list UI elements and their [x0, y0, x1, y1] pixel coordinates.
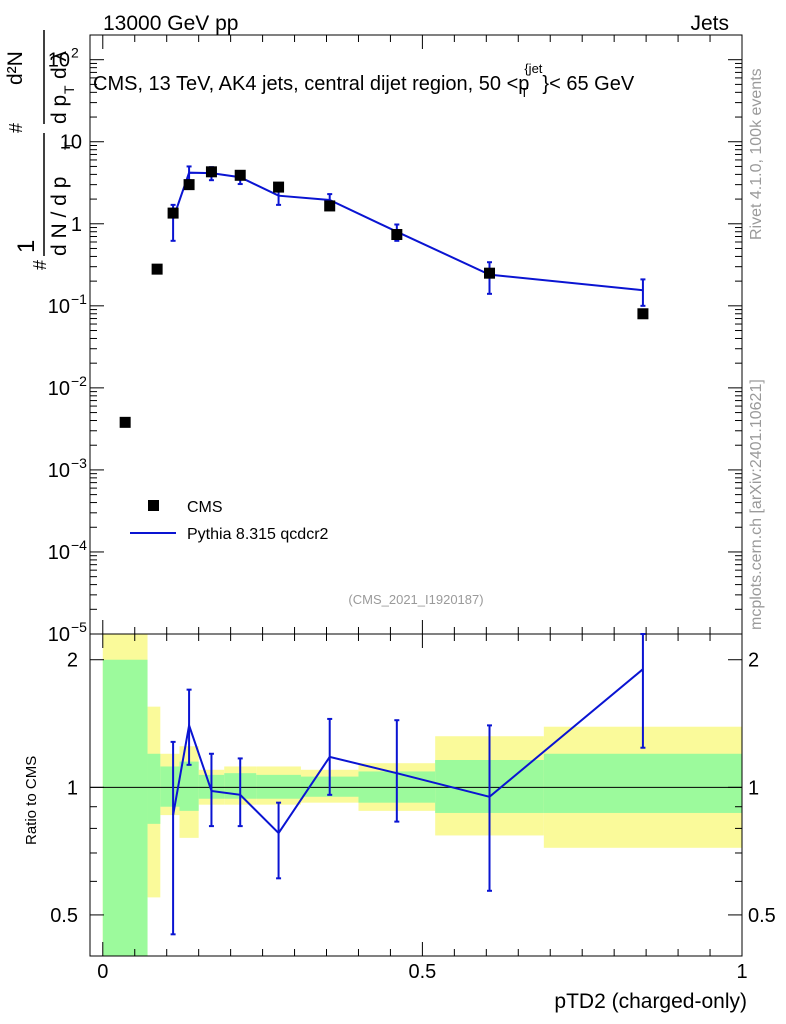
title-part-b: }< 65 GeV	[542, 73, 634, 95]
y-tick-exponent: −3	[71, 455, 87, 471]
ratio-band-inner	[543, 753, 742, 813]
ylabel-hash-2: #	[6, 123, 26, 133]
ratio-y-tick-label-right: 0.5	[748, 905, 776, 927]
ratio-y-axis-label: Ratio to CMS	[23, 756, 40, 845]
y-tick-exponent: −4	[71, 537, 87, 553]
ratio-y-tick-label-right: 2	[748, 650, 759, 672]
ratio-band-inner	[179, 761, 199, 811]
cms-data-point	[484, 267, 496, 279]
cms-data-point	[167, 207, 179, 219]
title-part-a: CMS, 13 TeV, AK4 jets, central dijet reg…	[93, 73, 518, 95]
cms-data-point	[324, 200, 336, 212]
cms-data-point	[183, 179, 195, 191]
x-tick-label: 1	[736, 961, 747, 983]
pythia-line	[172, 171, 644, 292]
legend-label-pythia: Pythia 8.315 qcdcr2	[187, 526, 329, 543]
ylabel-hash-1: #	[30, 260, 50, 270]
legend: CMS Pythia 8.315 qcdcr2	[130, 499, 329, 543]
y-tick-label: 10	[48, 624, 70, 646]
ratio-y-tick-label-left: 2	[67, 650, 78, 672]
title-pt-sup: {jet	[524, 61, 542, 76]
cms-data-point	[391, 229, 403, 241]
ratio-band-inner	[256, 774, 301, 799]
cms-data-point	[637, 308, 649, 320]
plot-title: CMS, 13 TeV, AK4 jets, central dijet reg…	[93, 61, 635, 100]
x-axis-label: pTD2 (charged-only)	[554, 990, 747, 1013]
ratio-band-inner	[160, 766, 180, 807]
y-tick-label: 10	[48, 296, 70, 318]
y-tick-label: 10	[48, 542, 70, 564]
ylabel-dl: d λ	[48, 50, 71, 79]
upper-y-axis-label: # 1 d N / d p T # d²N d p T d λ	[4, 30, 77, 270]
cms-data-point	[273, 181, 285, 193]
upper-frame	[89, 34, 743, 635]
ratio-panel: 0.5 0.5 1 1 2 2 0 0.5 1	[50, 633, 776, 983]
x-tick-label: 0.5	[408, 961, 436, 983]
cms-data-point	[234, 169, 246, 181]
ratio-band-inner	[147, 753, 161, 824]
ylabel-T-sub-2: T	[61, 85, 77, 94]
header-energy-label: 13000 GeV pp	[103, 12, 238, 35]
cms-data-point	[205, 166, 217, 178]
upper-series-layer	[119, 165, 649, 428]
ratio-band-inner	[102, 659, 148, 956]
mcplots-label: mcplots.cern.ch [arXiv:2401.10621]	[748, 379, 765, 630]
y-tick-exponent: −2	[71, 373, 87, 389]
header-category-label: Jets	[690, 12, 729, 35]
y-tick-label: 10	[48, 378, 70, 400]
ratio-frame	[89, 633, 743, 957]
analysis-watermark: (CMS_2021_I1920187)	[348, 592, 483, 607]
ylabel-one: 1	[13, 240, 40, 253]
legend-label-cms: CMS	[187, 499, 223, 516]
cms-data-point	[151, 263, 163, 275]
x-tick-label: 0	[97, 961, 108, 983]
y-tick-exponent: −1	[71, 291, 87, 307]
ylabel-T-sub: T	[61, 141, 77, 150]
legend-marker-cms	[148, 500, 159, 511]
svg-text:#: #	[30, 260, 50, 270]
y-tick-label: 1	[71, 214, 82, 236]
rivet-version-label: Rivet 4.1.0, 100k events	[748, 68, 765, 240]
ylabel-d2N: d²N	[4, 51, 27, 85]
ratio-y-tick-label-left: 0.5	[50, 905, 78, 927]
y-tick-exponent: −5	[71, 619, 87, 635]
ratio-y-tick-label-left: 1	[67, 777, 78, 799]
ylabel-dpT: d p	[48, 95, 71, 124]
y-tick-label: 10	[60, 132, 82, 154]
y-tick-label: 10	[48, 50, 70, 72]
y-tick-label: 10	[48, 460, 70, 482]
ylabel-dN: d N / d p	[48, 177, 71, 256]
title-pt-sub: T	[520, 85, 528, 100]
cms-data-point	[119, 416, 131, 428]
ratio-series-layer	[170, 633, 646, 936]
y-tick-exponent: 2	[71, 45, 79, 61]
title-pt: p	[518, 73, 529, 95]
ratio-y-tick-label-right: 1	[748, 777, 759, 799]
